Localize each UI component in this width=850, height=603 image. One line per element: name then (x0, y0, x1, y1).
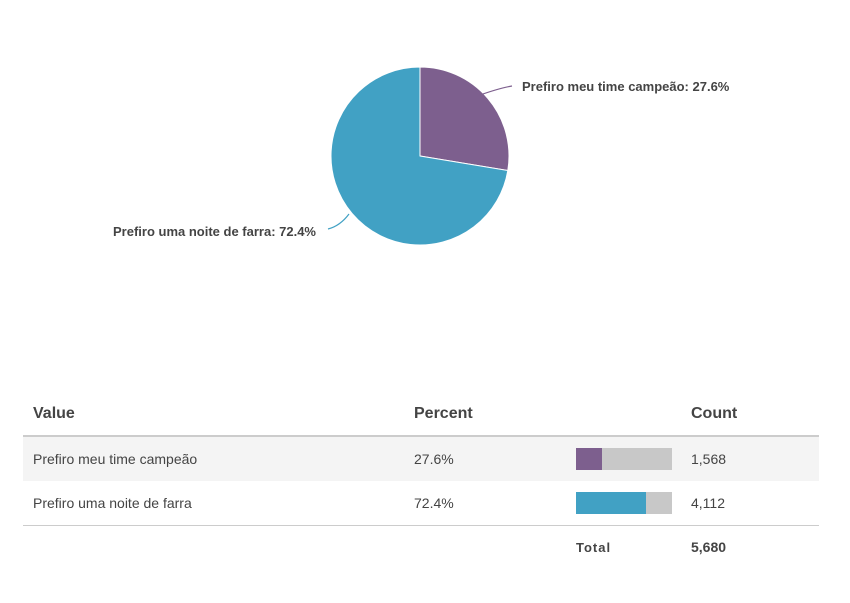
header-percent: Percent (414, 393, 576, 437)
table-header-row: Value Percent Count (23, 393, 819, 437)
header-count: Count (691, 393, 819, 437)
row-bar-cell (576, 436, 691, 481)
percent-bar-track (576, 448, 672, 470)
row-count: 1,568 (691, 436, 819, 481)
pie-chart: Prefiro meu time campeão: 27.6% Prefiro … (113, 66, 730, 246)
pie-slice-1 (419, 66, 510, 172)
results-table: Value Percent Count Prefiro meu time cam… (23, 393, 819, 568)
row-value: Prefiro meu time campeão (23, 436, 414, 481)
row-count: 4,112 (691, 481, 819, 526)
pie-slice-2 (330, 66, 509, 246)
percent-bar-fill (576, 492, 646, 514)
percent-bar-fill (576, 448, 603, 470)
slice-label-2: Prefiro uma noite de farra: 72.4% (113, 224, 316, 239)
total-count: 5,680 (691, 539, 727, 555)
header-bar (576, 393, 691, 437)
table-row: Prefiro uma noite de farra 72.4% 4,112 (23, 481, 819, 526)
table-row: Prefiro meu time campeão 27.6% 1,568 (23, 436, 819, 481)
row-percent: 27.6% (414, 436, 576, 481)
slice-label-1: Prefiro meu time campeão: 27.6% (522, 79, 730, 94)
total-row: Total 5,680 (23, 526, 819, 569)
total-spacer (414, 526, 576, 569)
pie-slices (330, 66, 510, 246)
row-bar-cell (576, 481, 691, 526)
percent-bar-track (576, 492, 672, 514)
total-label: Total (576, 539, 612, 555)
leader-line-slice-1 (479, 85, 513, 96)
total-spacer (23, 526, 414, 569)
row-percent: 72.4% (414, 481, 576, 526)
header-value: Value (23, 393, 414, 437)
leader-line-slice-2 (327, 213, 350, 230)
row-value: Prefiro uma noite de farra (23, 481, 414, 526)
